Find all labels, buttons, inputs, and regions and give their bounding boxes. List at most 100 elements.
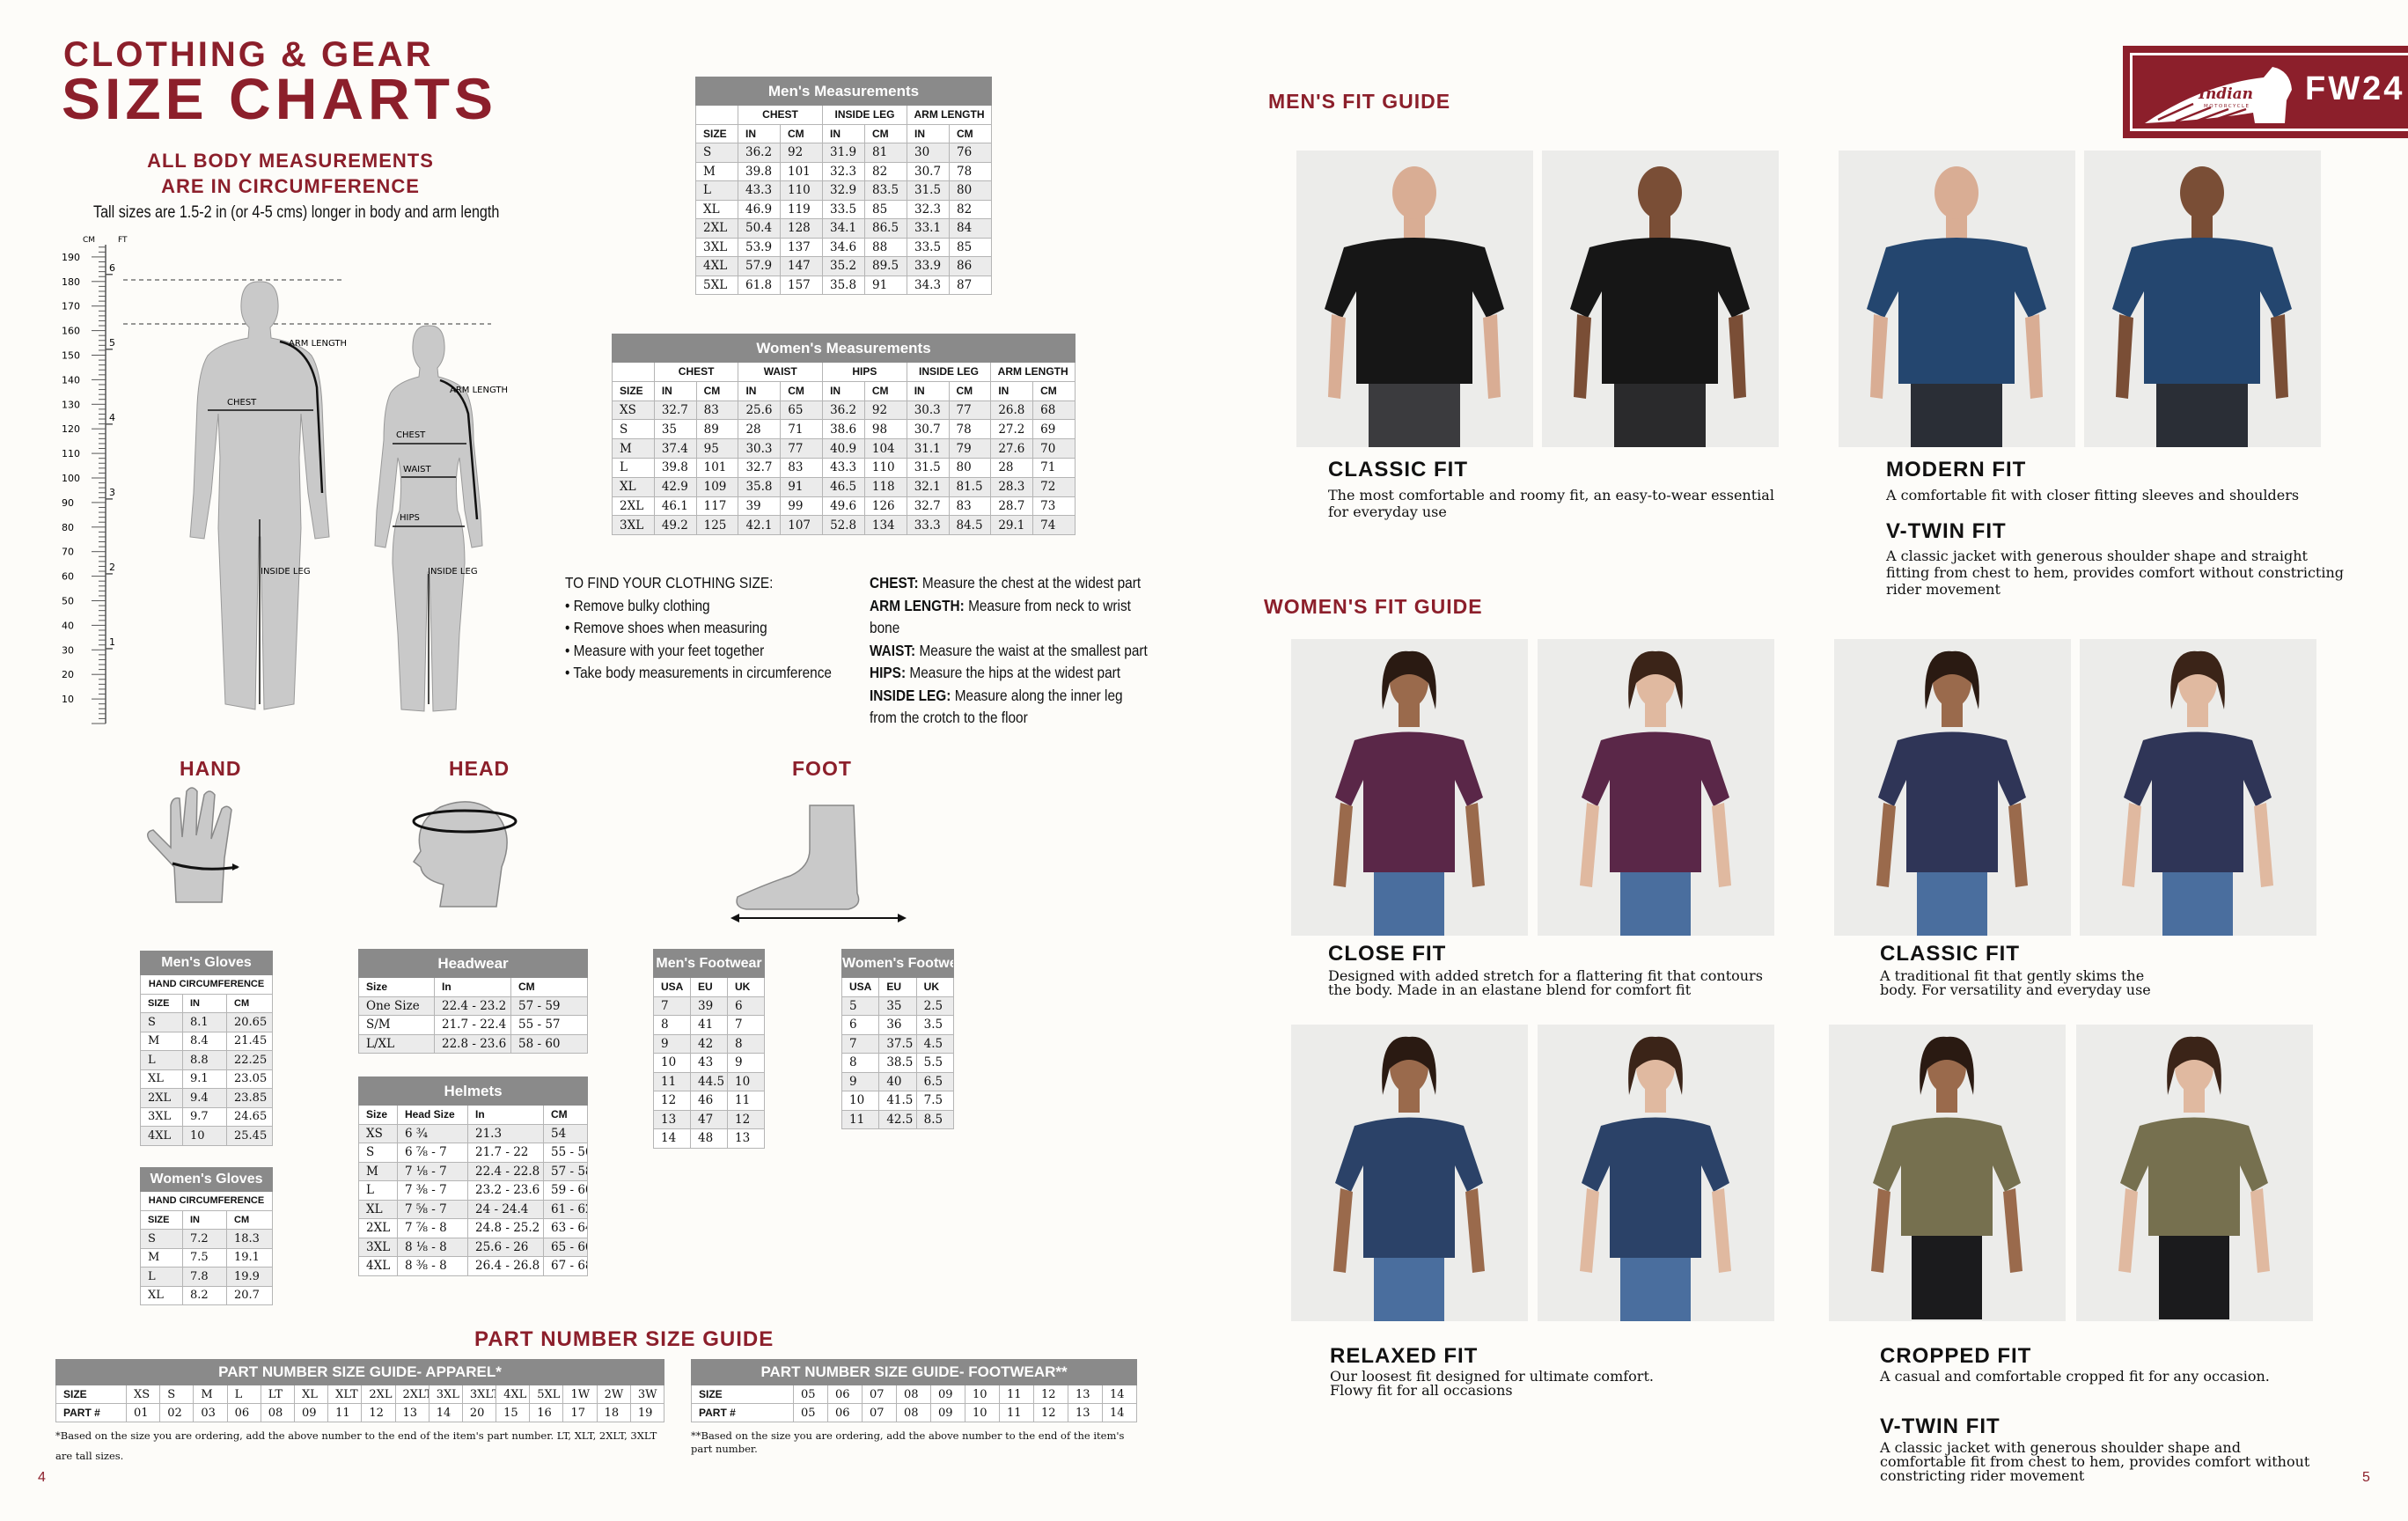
table-row: XL 46.9 119 33.5 85 32.3 82	[695, 199, 992, 219]
table-cell: 67 - 68	[542, 1256, 589, 1276]
table-cell: 2XL	[695, 218, 738, 239]
table-cell: 2XL	[361, 1385, 396, 1404]
table-cell: M	[140, 1031, 183, 1051]
table-cell: S	[140, 1229, 183, 1249]
table-cell: 8.2	[182, 1285, 227, 1305]
table-cell: 6 ⅞ - 7	[397, 1143, 468, 1163]
column-header: IN	[990, 380, 1034, 401]
instructions-steps: TO FIND YOUR CLOTHING SIZE: • Remove bul…	[565, 572, 832, 685]
table-cell: 9	[727, 1053, 765, 1073]
table-cell: 19	[629, 1403, 665, 1422]
column-header: Size	[358, 977, 435, 997]
table-cell: 8	[841, 1053, 880, 1073]
table-row: 5XL 61.8 157 35.8 91 34.3 87	[695, 275, 992, 295]
table-cell: 14	[1101, 1403, 1138, 1422]
table-cell: 10	[841, 1091, 880, 1111]
table-cell: 46.5	[822, 476, 865, 497]
column-header: Size	[358, 1105, 398, 1125]
table-row: 2XL 50.4 128 34.1 86.5 33.1 84	[695, 218, 992, 239]
table-cell: 101	[695, 457, 739, 478]
column-group: HIPS	[822, 362, 907, 382]
table-row: M 39.8 101 32.3 82 30.7 78	[695, 161, 992, 181]
table-cell: 78	[948, 419, 992, 440]
table-row: XL 42.9 109 35.8 91 46.5 118 32.1 81.5 28.3 72	[612, 476, 1076, 497]
table-cell: 7 ⅛ - 7	[397, 1161, 468, 1181]
model-photo-men-modern	[1839, 151, 2075, 447]
arms	[1328, 314, 1501, 399]
table-cell: 2W	[596, 1385, 631, 1404]
table-cell: 3XL	[428, 1385, 463, 1404]
table-row: M 37.4 95 30.3 77 40.9 104 31.1 79 27.6 70	[612, 438, 1076, 459]
table-row: 7 39 6	[653, 996, 765, 1016]
table-cell: 20.65	[225, 1012, 274, 1032]
table-cell: XL	[358, 1199, 398, 1219]
table-cell: 50.4	[738, 218, 781, 239]
table-cell: 18.3	[226, 1229, 273, 1249]
table-row: SIZEXSSMLLTXLXLT2XL2XLT3XL3XLT4XL5XL1W2W…	[55, 1385, 665, 1404]
table-cell: 7 ⅝ - 7	[397, 1199, 468, 1219]
table-cell: 82	[864, 161, 907, 181]
section-foot: FOOT	[792, 757, 852, 780]
women-inside-leg-label: INSIDE LEG	[428, 567, 478, 577]
table-cell: PART #	[691, 1403, 794, 1422]
table-cell: 76	[949, 143, 992, 163]
table-cell: 32.7	[906, 496, 950, 517]
page-number-left: 4	[38, 1470, 46, 1485]
table-cell: 2XL	[612, 496, 655, 517]
model-photo-women-cropped	[2076, 1025, 2313, 1321]
table-cell: 47	[690, 1109, 728, 1129]
table-cell: 31.1	[906, 438, 950, 459]
table-cell: 11	[727, 1091, 765, 1111]
column-group	[695, 105, 738, 125]
model-photo-men-classic	[1542, 151, 1779, 447]
table-cell: 70	[1032, 438, 1076, 459]
table-cell: 117	[695, 496, 739, 517]
cm-tick-label: 70	[62, 547, 74, 558]
shirt	[1325, 238, 1504, 384]
table-cell: 39.8	[653, 457, 697, 478]
table-row: XS 6 ¾ 21.3 54	[358, 1123, 589, 1143]
table-cell: 5XL	[695, 275, 738, 295]
table-cell: 4XL	[496, 1385, 531, 1404]
head	[1638, 166, 1682, 219]
table-cell: 61.8	[738, 275, 781, 295]
column-header: IN	[906, 380, 950, 401]
shirt	[1582, 1117, 1729, 1258]
table-cell: 92	[863, 400, 907, 421]
column-header: CM	[948, 380, 992, 401]
table-subheader: HAND CIRCUMFERENCE	[139, 974, 274, 995]
table-cell: 77	[948, 400, 992, 421]
table-row: S 7.2 18.3	[140, 1229, 273, 1249]
table-cell: 65	[780, 400, 824, 421]
table-cell: 30.3	[906, 400, 950, 421]
table-cell: 85	[864, 199, 907, 219]
table-row: L 39.8 101 32.7 83 43.3 110 31.5 80 28 71	[612, 457, 1076, 478]
table-row: M7 ⅛ - 722.4 - 22.857 - 58	[358, 1161, 589, 1181]
table-cell: M	[358, 1161, 398, 1181]
column-header: Head Size	[397, 1105, 468, 1125]
season-code: FW24	[2305, 70, 2405, 107]
fit-desc-men-modern: A comfortable fit with closer fitting sl…	[1886, 487, 2300, 503]
womens-footwear-table: Women's FootwearUSAEUUK5352.56363.5737.5…	[841, 949, 955, 1129]
table-row: 2XL 46.1 117 39 99 49.6 126 32.7 83 28.7 73	[612, 496, 1076, 517]
fit-title-men-classic: CLASSIC FIT	[1328, 458, 1468, 481]
table-cell: 08	[896, 1385, 931, 1404]
fit-title-women-vtwin: V-TWIN FIT	[1880, 1414, 2001, 1438]
headwear-table: Headwear Size In CM One Size 22.4 - 23.2 57 - …	[358, 949, 588, 1054]
page-title-line1: CLOTHING & GEAR	[63, 35, 434, 74]
table-cell: XL	[293, 1385, 329, 1404]
table-cell: 17	[562, 1403, 598, 1422]
table-row: XL7 ⅝ - 724 - 24.461 - 62	[358, 1199, 589, 1219]
table-cell: 9.4	[182, 1088, 227, 1108]
table-cell: One Size	[358, 996, 435, 1016]
table-cell: 8	[727, 1033, 765, 1054]
table-row: 14 48 13	[653, 1128, 765, 1149]
table-cell: 7.8	[182, 1267, 227, 1287]
table-cell: 21.3	[467, 1123, 544, 1143]
table-cell: 38.6	[822, 419, 865, 440]
table-cell: SIZE	[691, 1385, 794, 1404]
table-cell: 11	[999, 1385, 1034, 1404]
section-part-number: PART NUMBER SIZE GUIDE	[474, 1327, 775, 1351]
logo-wordmark: Indian	[2198, 85, 2253, 103]
column-header: IN	[653, 380, 697, 401]
